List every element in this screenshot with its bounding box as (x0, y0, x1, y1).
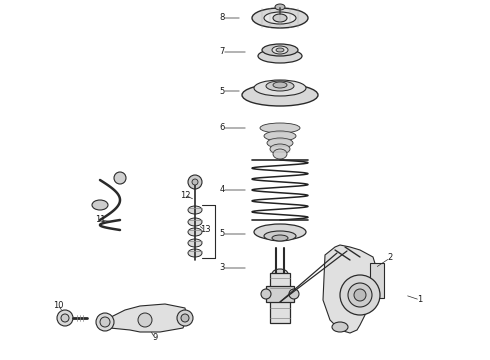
Text: 7: 7 (220, 48, 225, 57)
Ellipse shape (177, 310, 193, 326)
Text: 2: 2 (388, 253, 392, 262)
Ellipse shape (270, 144, 290, 154)
Ellipse shape (242, 84, 318, 106)
Ellipse shape (262, 44, 298, 56)
Ellipse shape (188, 218, 202, 226)
Ellipse shape (92, 200, 108, 210)
Ellipse shape (266, 81, 294, 91)
Ellipse shape (96, 313, 114, 331)
Text: 6: 6 (220, 123, 225, 132)
Ellipse shape (276, 48, 284, 52)
Ellipse shape (332, 322, 348, 332)
Text: 12: 12 (180, 190, 190, 199)
Ellipse shape (188, 249, 202, 257)
Ellipse shape (252, 8, 308, 28)
Ellipse shape (273, 14, 287, 22)
Text: 1: 1 (417, 296, 423, 305)
Ellipse shape (138, 313, 152, 327)
Text: 10: 10 (53, 301, 63, 310)
Ellipse shape (57, 310, 73, 326)
Text: 3: 3 (220, 264, 225, 273)
Text: 5: 5 (220, 230, 224, 238)
Ellipse shape (273, 82, 287, 88)
Ellipse shape (272, 269, 288, 279)
Ellipse shape (188, 175, 202, 189)
Ellipse shape (181, 314, 189, 322)
Ellipse shape (260, 123, 300, 133)
Ellipse shape (267, 138, 293, 148)
Ellipse shape (289, 289, 299, 299)
Ellipse shape (264, 231, 296, 241)
Text: 5: 5 (220, 86, 224, 95)
Text: 13: 13 (200, 225, 210, 234)
Text: 11: 11 (95, 216, 105, 225)
Text: 4: 4 (220, 185, 224, 194)
Ellipse shape (254, 224, 306, 240)
Polygon shape (100, 304, 187, 332)
Ellipse shape (272, 235, 288, 241)
Ellipse shape (61, 314, 69, 322)
Polygon shape (323, 245, 377, 333)
Bar (266, 286, 294, 302)
Ellipse shape (264, 12, 296, 24)
Ellipse shape (354, 289, 366, 301)
Ellipse shape (188, 206, 202, 214)
Ellipse shape (264, 131, 296, 141)
Ellipse shape (261, 289, 271, 299)
Ellipse shape (340, 275, 380, 315)
Ellipse shape (100, 317, 110, 327)
Ellipse shape (272, 46, 288, 54)
Ellipse shape (192, 179, 198, 185)
Ellipse shape (273, 149, 287, 159)
Text: 9: 9 (152, 333, 158, 342)
Ellipse shape (114, 172, 126, 184)
Ellipse shape (254, 80, 306, 96)
Text: 8: 8 (220, 13, 225, 22)
Ellipse shape (188, 239, 202, 247)
Bar (270, 273, 290, 323)
Bar (370, 262, 384, 297)
Ellipse shape (348, 283, 372, 307)
Ellipse shape (188, 228, 202, 236)
Ellipse shape (258, 49, 302, 63)
Ellipse shape (275, 4, 285, 10)
